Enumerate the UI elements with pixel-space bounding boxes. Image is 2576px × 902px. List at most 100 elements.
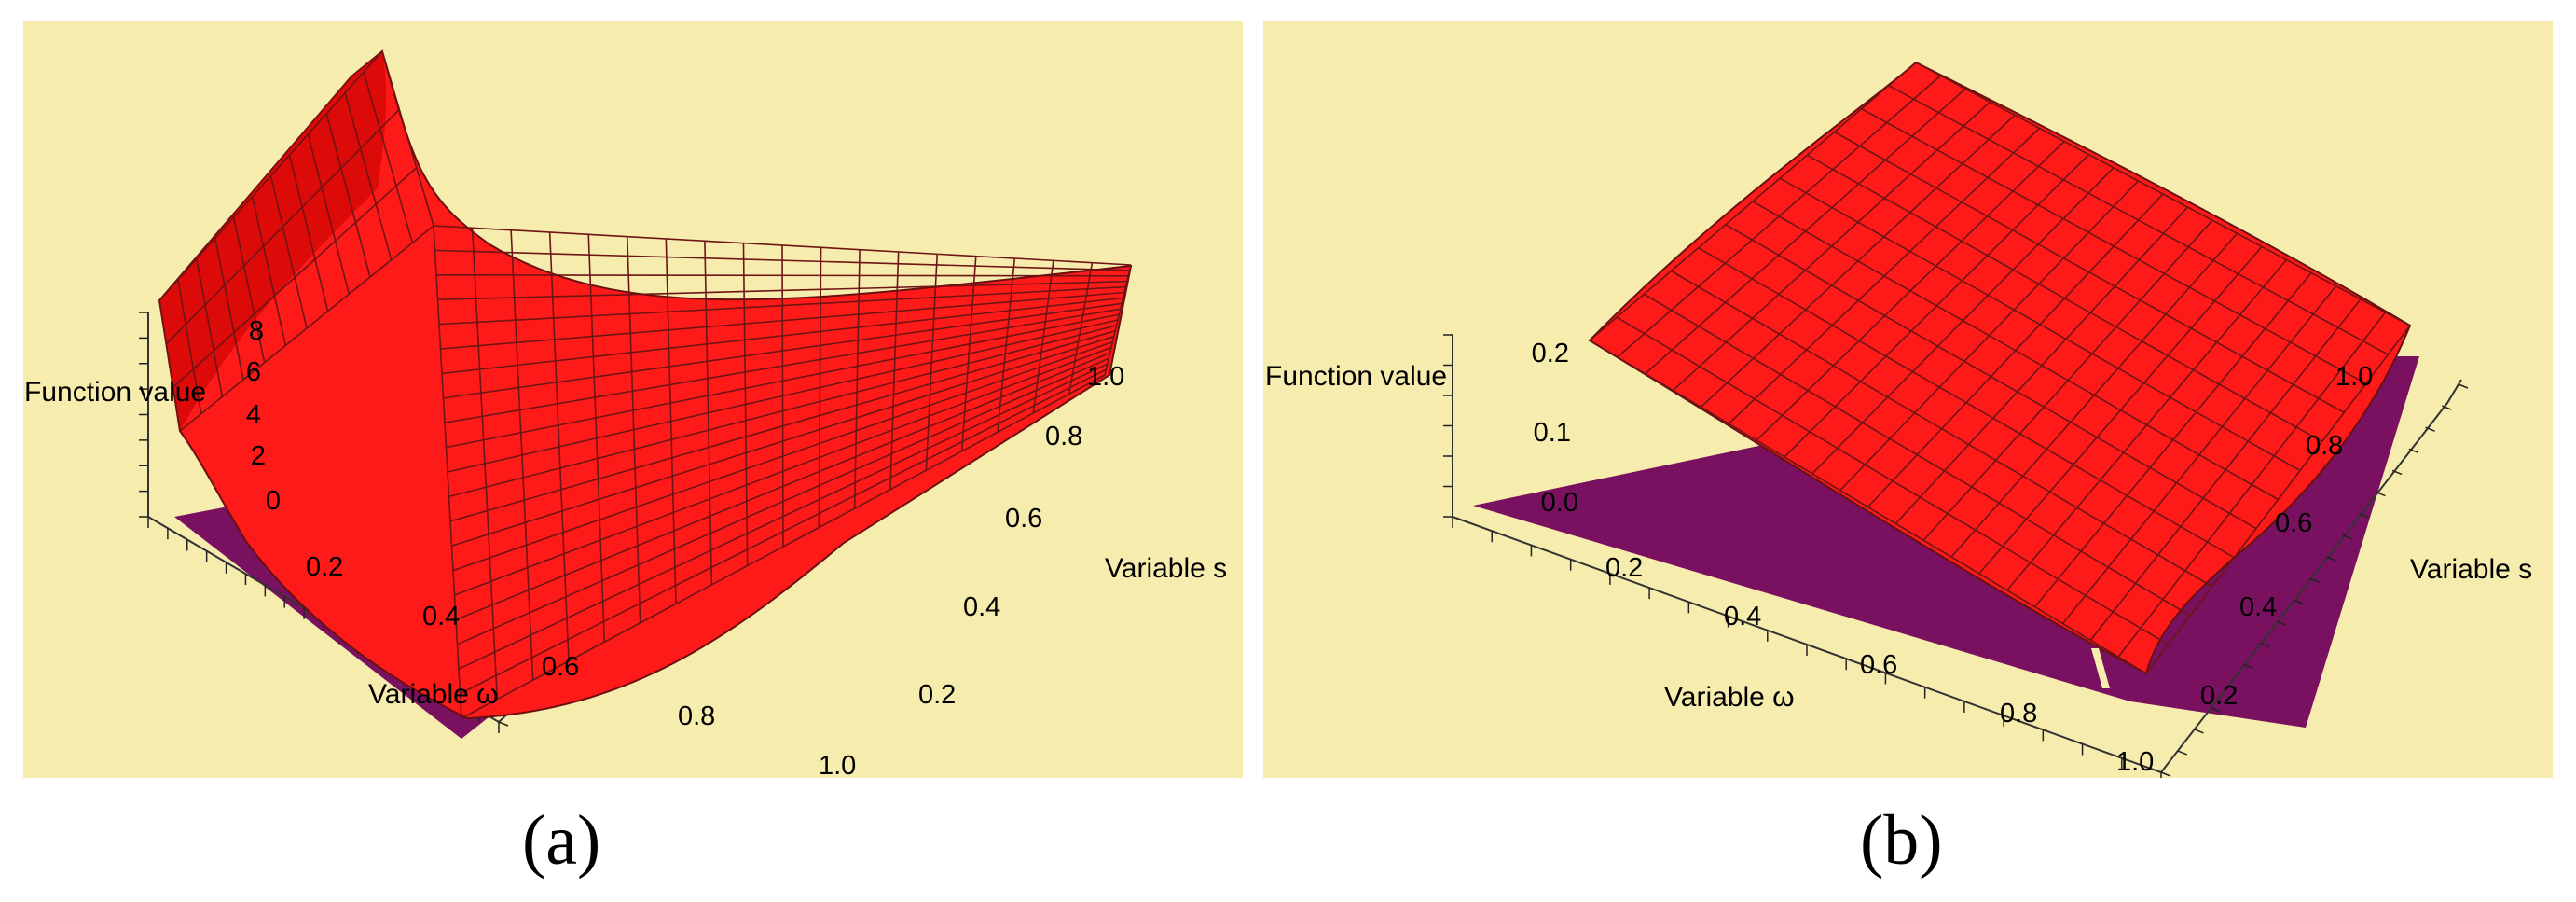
surface-a-grid-line — [165, 108, 400, 345]
surface-b-grid-line — [1978, 245, 2263, 575]
surface-a-grid-line — [307, 133, 351, 295]
y-axis-tick-b — [2441, 405, 2452, 410]
surface-a-grid-line — [443, 302, 1123, 399]
y-axis-label-b: Variable s — [2410, 554, 2532, 585]
x-tick-b-1: 0.4 — [1724, 602, 1761, 631]
z-axis-label-a: Function value — [24, 377, 206, 408]
surface-b-grid-line — [2061, 285, 2337, 624]
surface-a-grid-line — [448, 325, 1117, 498]
surface-a-grid-line — [179, 225, 434, 432]
z-tick-b-1: 0.1 — [1534, 418, 1571, 448]
surface-a-grid-line — [446, 313, 1120, 449]
axis-frame-b — [2160, 379, 2462, 773]
surface-a-grid-line — [449, 330, 1116, 522]
y-axis-tick-b — [2376, 491, 2386, 497]
surface-a-grid-line — [381, 50, 434, 227]
surface-b-grid-line — [1922, 219, 2213, 541]
surface-a-grid-line — [452, 340, 1113, 572]
y-axis-tick-b — [2425, 426, 2435, 432]
y-axis-tick-b — [2293, 599, 2304, 604]
surface-a-grid-line — [196, 258, 224, 397]
surface-a-grid-line — [344, 92, 393, 260]
surface-a-grid-line — [461, 374, 1106, 719]
surface-b-grid-line — [1728, 127, 2041, 424]
y-tick-a-3: 0.8 — [1045, 422, 1082, 451]
surface-a-grid-line — [172, 167, 418, 388]
surface-a-grid-line — [214, 238, 244, 381]
surface-a-grid-line — [251, 196, 287, 346]
y-axis-tick-b — [2359, 512, 2369, 519]
y-axis-label-a: Variable s — [1105, 553, 1227, 584]
surface-a-grid-line — [437, 280, 1127, 300]
x-axis-label-b: Variable ω — [1664, 682, 1795, 713]
y-axis-tick-b — [2391, 469, 2403, 476]
surface-b-grid-line — [1589, 62, 1917, 341]
surface-a-grid-line — [325, 113, 371, 278]
surface-b-grid-line — [1839, 180, 2140, 492]
y-tick-b-0: 0.2 — [2200, 681, 2238, 711]
y-axis-tick-a — [498, 721, 509, 727]
chart-panel-a: Function value Variable ω Variable s 0 2… — [23, 21, 1243, 778]
y-axis-tick-b — [2325, 556, 2336, 562]
x-tick-a-4: 1.0 — [819, 751, 856, 778]
x-tick-a-1: 0.4 — [422, 602, 460, 631]
y-axis-tick-b — [2408, 448, 2419, 454]
x-tick-a-3: 0.8 — [678, 701, 715, 731]
surface-b-grid-line — [1700, 114, 2016, 408]
y-axis-tick-b — [2194, 729, 2204, 734]
y-axis-tick-b — [2160, 771, 2171, 777]
surface-a-grid-line — [232, 216, 266, 363]
y-axis-tick-b — [2342, 534, 2353, 540]
surface-b-grid-line — [2117, 312, 2387, 658]
intersection-gap-b — [2091, 648, 2110, 688]
caption-a: (a) — [522, 801, 601, 880]
surface-a-grid-line — [177, 279, 202, 414]
y-axis-tick-b — [2177, 750, 2188, 756]
surface-a-grid-line — [454, 346, 1112, 596]
surface-a-grid-line — [451, 335, 1115, 547]
x-tick-b-3: 0.8 — [2000, 699, 2037, 729]
y-axis-tick-b — [2458, 383, 2469, 389]
chart-a-svg: Function value Variable ω Variable s 0 2… — [24, 49, 1227, 778]
surface-shade-a — [159, 51, 387, 431]
x-tick-a-2: 0.6 — [542, 652, 579, 682]
x-tick-b-0: 0.2 — [1605, 553, 1643, 583]
z-tick-a-0: 0 — [266, 486, 281, 516]
x-tick-a-0: 0.2 — [306, 552, 343, 582]
surface-b-grid-line — [1617, 75, 1942, 358]
surface-b-grid-line — [2033, 272, 2312, 608]
z-axis-label-b: Function value — [1265, 361, 1447, 392]
surface-b-grid-line — [1811, 167, 2115, 475]
x-tick-b-4: 1.0 — [2116, 747, 2154, 777]
y-axis-tick-b — [2309, 577, 2320, 583]
surface-a-grid-line — [433, 225, 1132, 266]
surface-a — [158, 49, 1133, 720]
y-axis-tick-b — [2260, 642, 2270, 648]
surface-b-grid-line — [2006, 258, 2288, 591]
surface-a-grid-line — [435, 273, 1129, 277]
surface-b-grid-line — [1784, 154, 2090, 458]
surface-b-grid-line — [1894, 206, 2189, 524]
surface-a-grid-line — [455, 352, 1110, 621]
y-axis-tick-b — [2276, 620, 2287, 626]
z-tick-a-3: 6 — [246, 357, 261, 387]
x-axis-label-a: Variable ω — [368, 679, 499, 710]
surface-b-grid-line — [1756, 141, 2065, 441]
y-axis-tick-b — [2210, 706, 2221, 713]
y-axis-tick-b — [2243, 663, 2253, 670]
y-axis-tick-b — [2226, 685, 2238, 691]
surface-a-grid-line — [158, 299, 181, 432]
z-tick-b-2: 0.2 — [1532, 339, 1569, 368]
surface-a-grid-line — [460, 368, 1107, 695]
z-tick-a-2: 4 — [246, 400, 261, 430]
surface-b-grid-line — [1645, 88, 1966, 375]
surface-a-grid-line — [458, 363, 1109, 670]
surface-a-grid-line — [363, 72, 414, 243]
y-tick-a-0: 0.2 — [918, 680, 956, 710]
surface-a-grid-line — [269, 175, 308, 329]
y-tick-b-1: 0.4 — [2239, 592, 2277, 622]
y-tick-a-2: 0.6 — [1005, 504, 1042, 534]
surface-a-grid-line — [444, 308, 1121, 423]
surface-a-grid-line — [434, 249, 1130, 271]
surface-a-grid-line — [440, 291, 1125, 350]
